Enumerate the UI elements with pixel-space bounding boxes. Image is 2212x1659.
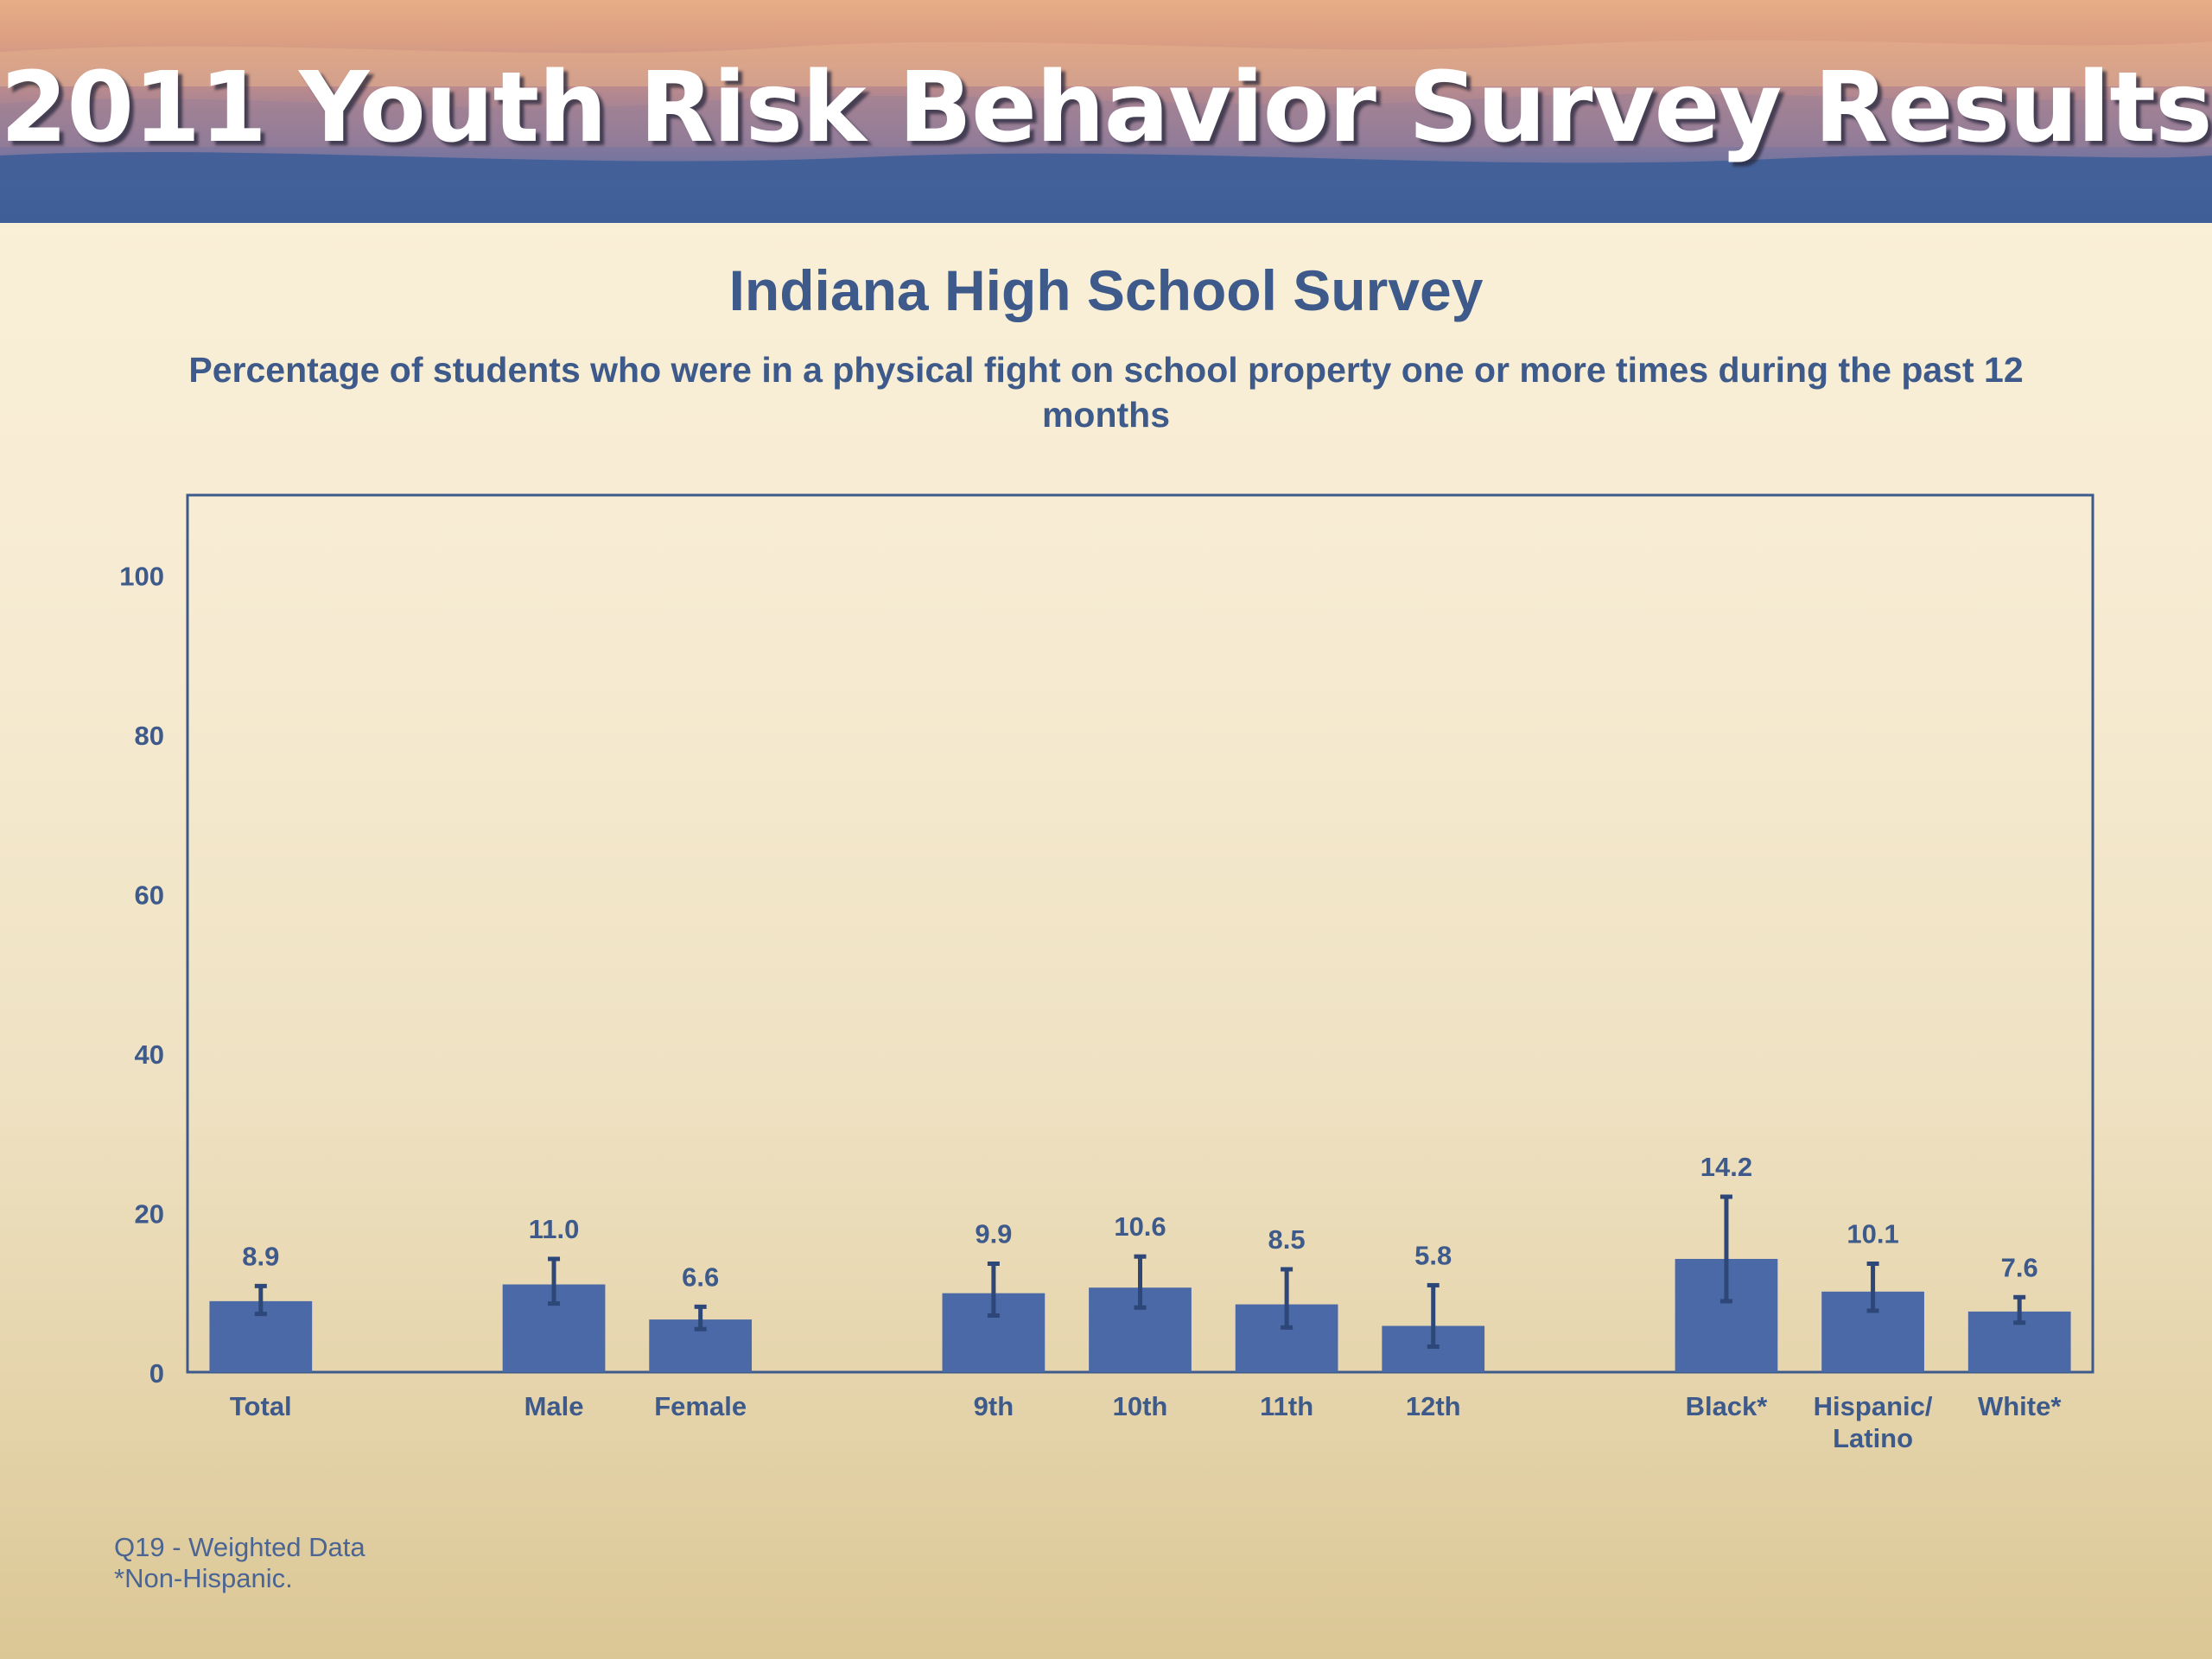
x-tick-label: Female [654, 1391, 747, 1421]
bar-chart: 0 20 40 60 80 100 8.9 11.0 6.6 9.9 10.6 8.5 5.8 14.2… [119, 493, 2094, 1453]
x-tick-label: 10th [1113, 1391, 1168, 1421]
footnote: Q19 - Weighted Data *Non-Hispanic. [114, 1532, 365, 1594]
banner-title: 2011 Youth Risk Behavior Survey Results [0, 52, 2212, 164]
data-label: 5.8 [1414, 1240, 1452, 1270]
banner-mountains [0, 40, 2212, 223]
y-tick-label: 0 [149, 1358, 164, 1389]
y-tick-label: 80 [135, 721, 164, 751]
data-label: 10.1 [1847, 1219, 1898, 1249]
chart-subtitle: Percentage of students who were in a phy… [188, 350, 2024, 435]
x-tick-label: 12th [1406, 1391, 1461, 1421]
data-label: 11.0 [529, 1214, 580, 1244]
y-tick-label: 40 [135, 1039, 164, 1070]
data-label: 8.9 [242, 1241, 279, 1271]
data-label: 6.6 [682, 1262, 719, 1292]
chart-title: Indiana High School Survey [728, 258, 1484, 322]
y-tick-label: 60 [135, 880, 164, 910]
data-label: 14.2 [1700, 1152, 1752, 1182]
data-label: 8.5 [1268, 1224, 1306, 1255]
x-tick-label: White* [1978, 1391, 2062, 1421]
x-axis-labels: Total Male Female 9th 10th 11th 12th Black* Hisp… [230, 1391, 2062, 1453]
footnote-line-2: *Non-Hispanic. [114, 1563, 293, 1593]
y-tick-label: 100 [119, 561, 164, 591]
x-tick-label: Hispanic/ [1814, 1391, 1933, 1421]
data-label: 10.6 [1114, 1211, 1166, 1242]
data-label: 7.6 [2001, 1252, 2038, 1282]
x-tick-label: Black* [1686, 1391, 1769, 1421]
footnote-line-1: Q19 - Weighted Data [114, 1532, 365, 1562]
x-tick-label: 11th [1260, 1391, 1313, 1421]
y-axis-ticks: 0 20 40 60 80 100 [119, 561, 164, 1389]
bars: 8.9 11.0 6.6 9.9 10.6 8.5 5.8 14.2 10.1 7.6 [209, 1152, 2071, 1372]
banner: 2011 Youth Risk Behavior Survey Results [0, 0, 2212, 223]
y-tick-label: 20 [135, 1198, 164, 1229]
x-tick-label: 9th [974, 1391, 1014, 1421]
x-tick-label: Latino [1833, 1423, 1913, 1453]
x-tick-label: Total [230, 1391, 292, 1421]
data-label: 9.9 [975, 1219, 1012, 1249]
x-tick-label: Male [524, 1391, 584, 1421]
